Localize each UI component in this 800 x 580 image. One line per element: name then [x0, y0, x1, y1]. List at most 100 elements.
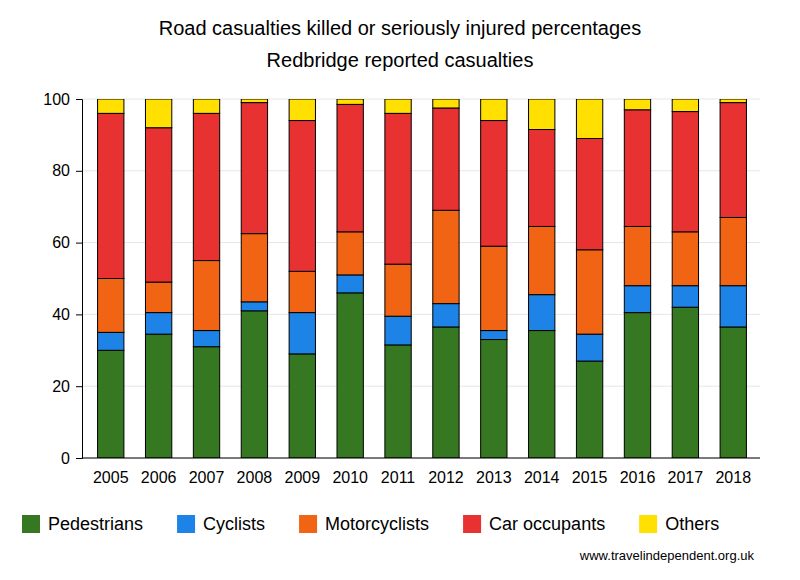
- tick: 2005: [93, 458, 129, 486]
- title: Road casualties killed or seriously inju…: [159, 17, 641, 39]
- grid: [82, 99, 760, 458]
- bar: [433, 327, 459, 458]
- legend: Pedestrians Cyclists Motorcyclists Car occu…: [22, 514, 719, 534]
- bar: [241, 311, 267, 458]
- series: [98, 99, 747, 138]
- tick-label: 2012: [428, 469, 464, 486]
- bar: [529, 99, 555, 130]
- bar: [193, 113, 219, 260]
- tick: 2014: [524, 458, 560, 486]
- bar: [98, 113, 124, 278]
- tick: 2006: [141, 458, 177, 486]
- bar: [624, 286, 650, 313]
- bar: [193, 331, 219, 347]
- grid-line: [82, 170, 760, 171]
- legend-item: Car occupants: [463, 514, 605, 534]
- tick: 0: [61, 450, 82, 467]
- bar: [98, 332, 124, 350]
- tick: 2013: [476, 458, 512, 486]
- tick-label: 2013: [476, 469, 512, 486]
- bar: [576, 361, 602, 458]
- y-axis: 020406080100: [43, 91, 82, 467]
- bar: [337, 99, 363, 104]
- bar: [433, 99, 459, 108]
- bar: [98, 350, 124, 458]
- tick-mark: [76, 458, 82, 459]
- axis-line: [76, 100, 83, 459]
- bar: [672, 307, 698, 458]
- bar: [385, 113, 411, 264]
- bar: [289, 99, 315, 121]
- bar: [481, 340, 507, 458]
- bar: [720, 327, 746, 458]
- legend-item: Pedestrians: [22, 514, 143, 534]
- tick-mark: [76, 243, 82, 244]
- bar: [720, 99, 746, 103]
- bar: [145, 313, 171, 335]
- tick-mark: [76, 171, 82, 172]
- bar: [672, 112, 698, 232]
- tick-label: 2008: [237, 469, 273, 486]
- series: [98, 103, 747, 283]
- legend-swatch: [22, 515, 40, 533]
- bar: [289, 354, 315, 458]
- bar: [720, 286, 746, 327]
- bar: [145, 99, 171, 128]
- legend-item: Cyclists: [177, 514, 265, 534]
- bar: [193, 99, 219, 113]
- tick-label: 2015: [572, 469, 608, 486]
- grid-line: [82, 386, 760, 387]
- bar: [481, 246, 507, 330]
- tick: 2018: [715, 458, 751, 486]
- bar: [337, 275, 363, 293]
- legend-swatch: [177, 515, 195, 533]
- chart: Road casualties killed or seriously inju…: [0, 0, 800, 580]
- legend-label: Motorcyclists: [325, 514, 429, 534]
- bar: [576, 138, 602, 249]
- bar: [576, 334, 602, 361]
- tick-label: 20: [52, 378, 70, 395]
- bar: [481, 121, 507, 247]
- tick-label: 60: [52, 234, 70, 251]
- bar: [98, 279, 124, 333]
- tick-label: 40: [52, 306, 70, 323]
- bars: [98, 99, 747, 458]
- legend-label: Car occupants: [489, 514, 605, 534]
- legend-label: Cyclists: [203, 514, 265, 534]
- bar: [624, 110, 650, 227]
- bar: [433, 108, 459, 210]
- tick-mark: [76, 314, 82, 315]
- tick-label: 2005: [93, 469, 129, 486]
- bar: [193, 261, 219, 331]
- legend-label: Others: [665, 514, 719, 534]
- tick-label: 2011: [381, 469, 416, 486]
- bar: [720, 217, 746, 285]
- plot: 0204060801002005200620072008200920102011…: [43, 91, 760, 487]
- bar: [624, 99, 650, 110]
- bar: [481, 331, 507, 340]
- tick-label: 2014: [524, 469, 560, 486]
- tick: 2008: [237, 458, 273, 486]
- bar: [481, 99, 507, 121]
- legend-item: Motorcyclists: [299, 514, 429, 534]
- bar: [385, 345, 411, 458]
- bar: [529, 130, 555, 227]
- tick-mark: [76, 386, 82, 387]
- tick: 2015: [572, 458, 608, 486]
- x-axis: 2005200620072008200920102011201220132014…: [82, 458, 760, 486]
- bar: [289, 121, 315, 272]
- legend-item: Others: [639, 514, 719, 534]
- tick-label: 2018: [715, 469, 751, 486]
- tick-label: 2016: [620, 469, 656, 486]
- legend-swatch: [639, 515, 657, 533]
- grid-line: [82, 314, 760, 315]
- bar: [385, 316, 411, 345]
- tick-label: 2017: [668, 469, 704, 486]
- bar: [145, 282, 171, 313]
- bar: [529, 226, 555, 294]
- bar: [241, 99, 267, 103]
- axis-line: [82, 458, 760, 459]
- tick: 2016: [620, 458, 656, 486]
- tick: 60: [52, 234, 82, 251]
- bar: [385, 99, 411, 113]
